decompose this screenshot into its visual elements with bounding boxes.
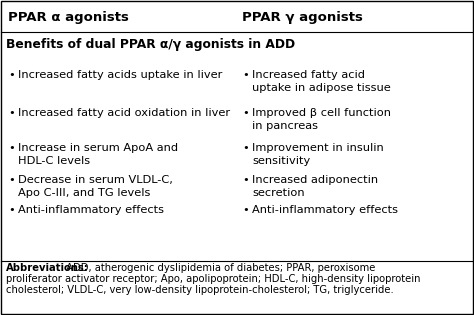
Text: ADD, atherogenic dyslipidemia of diabetes; PPAR, peroxisome: ADD, atherogenic dyslipidemia of diabete…: [63, 263, 375, 273]
Text: •: •: [242, 205, 249, 215]
Text: Increased fatty acid
uptake in adipose tissue: Increased fatty acid uptake in adipose t…: [252, 70, 391, 93]
Text: Anti-inflammatory effects: Anti-inflammatory effects: [18, 205, 164, 215]
Text: •: •: [8, 205, 15, 215]
Text: •: •: [242, 108, 249, 118]
Text: Improvement in insulin
sensitivity: Improvement in insulin sensitivity: [252, 143, 384, 166]
Text: •: •: [242, 70, 249, 80]
Text: Increased fatty acids uptake in liver: Increased fatty acids uptake in liver: [18, 70, 222, 80]
Text: •: •: [8, 70, 15, 80]
Text: PPAR γ agonists: PPAR γ agonists: [242, 10, 363, 24]
Text: Decrease in serum VLDL-C,
Apo C-III, and TG levels: Decrease in serum VLDL-C, Apo C-III, and…: [18, 175, 173, 198]
Text: •: •: [242, 175, 249, 185]
Text: •: •: [242, 143, 249, 153]
Text: Abbreviations:: Abbreviations:: [6, 263, 89, 273]
Text: •: •: [8, 175, 15, 185]
Text: •: •: [8, 108, 15, 118]
Text: Increased fatty acid oxidation in liver: Increased fatty acid oxidation in liver: [18, 108, 230, 118]
Text: Benefits of dual PPAR α/γ agonists in ADD: Benefits of dual PPAR α/γ agonists in AD…: [6, 38, 295, 51]
Text: proliferator activator receptor; Apo, apolipoprotein; HDL-C, high-density lipopr: proliferator activator receptor; Apo, ap…: [6, 274, 420, 284]
Text: Increase in serum ApoA and
HDL-C levels: Increase in serum ApoA and HDL-C levels: [18, 143, 178, 166]
Text: PPAR α agonists: PPAR α agonists: [8, 10, 129, 24]
Text: cholesterol; VLDL-C, very low-density lipoprotein-cholesterol; TG, triglyceride.: cholesterol; VLDL-C, very low-density li…: [6, 285, 394, 295]
Text: Anti-inflammatory effects: Anti-inflammatory effects: [252, 205, 398, 215]
Text: •: •: [8, 143, 15, 153]
Text: Increased adiponectin
secretion: Increased adiponectin secretion: [252, 175, 378, 198]
Text: Improved β cell function
in pancreas: Improved β cell function in pancreas: [252, 108, 391, 131]
